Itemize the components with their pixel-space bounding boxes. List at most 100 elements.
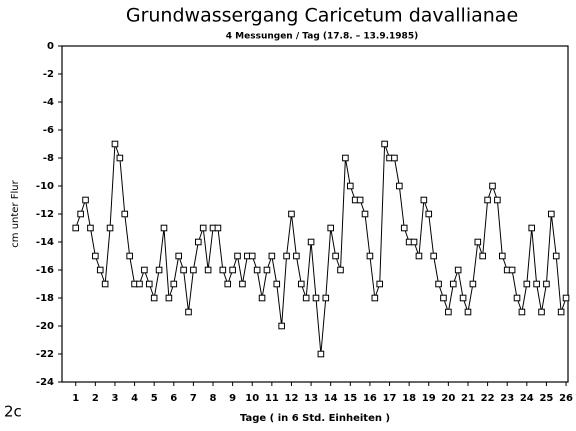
y-axis-label: cm unter Flur [10, 179, 21, 247]
data-point [302, 294, 310, 302]
data-point [293, 252, 300, 260]
x-tick-label: 20 [441, 393, 455, 404]
data-point [253, 266, 261, 274]
data-point [268, 252, 276, 260]
x-tick-label: 12 [285, 393, 299, 404]
x-tick-label: 16 [363, 393, 377, 404]
y-tick-label: -16 [36, 265, 54, 276]
data-point [214, 224, 222, 232]
x-tick-label: 1 [72, 393, 79, 404]
x-tick-label: 6 [170, 393, 177, 404]
y-tick-label: -2 [43, 69, 54, 80]
data-point [278, 322, 285, 330]
x-tick-label: 24 [520, 393, 534, 404]
data-point [116, 154, 124, 162]
data-point [283, 252, 290, 260]
data-point [87, 224, 94, 232]
data-point [317, 350, 325, 358]
x-tick-label: 19 [422, 393, 436, 404]
data-point [185, 308, 192, 316]
data-point [150, 294, 158, 302]
data-point [126, 252, 133, 260]
data-point [136, 280, 143, 288]
data-point [400, 224, 408, 232]
data-point [297, 280, 305, 288]
data-point [557, 308, 565, 316]
data-point [263, 266, 271, 274]
x-tick-label: 4 [131, 393, 138, 404]
data-point [508, 266, 516, 274]
data-point [288, 210, 295, 218]
data-point [199, 224, 207, 232]
data-point [533, 280, 540, 288]
data-point [141, 266, 148, 274]
x-tick-label: 11 [265, 393, 279, 404]
data-point [224, 280, 232, 288]
y-tick-label: -12 [36, 209, 54, 220]
x-tick-label: 3 [111, 393, 118, 404]
data-point [371, 294, 379, 302]
y-tick-label: -4 [43, 97, 54, 108]
data-point [459, 294, 467, 302]
data-point [92, 252, 99, 260]
data-point [366, 252, 374, 260]
data-point [479, 252, 486, 260]
x-tick-label: 7 [190, 393, 197, 404]
data-point [489, 182, 496, 190]
data-point [155, 266, 163, 274]
data-point [528, 224, 536, 232]
data-point [474, 238, 482, 246]
data-point [239, 280, 246, 288]
data-point [420, 196, 428, 204]
data-point [396, 182, 403, 190]
x-tick-label: 15 [343, 393, 357, 404]
data-point [160, 224, 168, 232]
x-tick-label: 22 [481, 393, 495, 404]
x-tick-label: 25 [539, 393, 553, 404]
data-line [75, 143, 567, 355]
data-point [449, 280, 457, 288]
y-tick-label: -8 [43, 153, 54, 164]
data-point [523, 280, 531, 288]
data-point [327, 224, 334, 232]
y-tick-label: -24 [36, 377, 54, 388]
chart-subtitle: 4 Messungen / Tag (17.8. – 13.9.1985) [226, 32, 418, 42]
y-tick-label: -14 [36, 237, 54, 248]
data-point [548, 210, 555, 218]
data-point [391, 154, 398, 162]
data-point [72, 224, 80, 232]
data-point [425, 210, 433, 218]
data-point [121, 210, 129, 218]
data-point [101, 280, 109, 288]
data-point [498, 252, 506, 260]
y-tick-label: -18 [36, 293, 54, 304]
y-tick-label: 0 [47, 41, 54, 52]
data-point [190, 266, 197, 274]
y-tick-label: -22 [36, 349, 54, 360]
data-point [248, 252, 256, 260]
data-point [165, 294, 173, 302]
data-point [376, 280, 384, 288]
data-point [175, 252, 182, 260]
y-tick-label: -6 [43, 125, 54, 136]
x-tick-label: 13 [304, 393, 318, 404]
data-point [145, 280, 153, 288]
data-point [342, 154, 349, 162]
x-tick-label: 14 [324, 393, 338, 404]
data-point [381, 140, 388, 148]
data-point [96, 266, 104, 274]
x-tick-label: 9 [229, 393, 236, 404]
data-point [111, 140, 119, 148]
x-tick-label: 26 [559, 393, 573, 404]
data-point [219, 266, 227, 274]
data-point [356, 196, 364, 204]
x-tick-label: 10 [245, 393, 259, 404]
data-point [543, 280, 550, 288]
data-point [454, 266, 462, 274]
x-tick-label: 8 [210, 393, 217, 404]
data-point [337, 266, 344, 274]
x-tick-label: 23 [500, 393, 514, 404]
data-point [484, 196, 491, 204]
